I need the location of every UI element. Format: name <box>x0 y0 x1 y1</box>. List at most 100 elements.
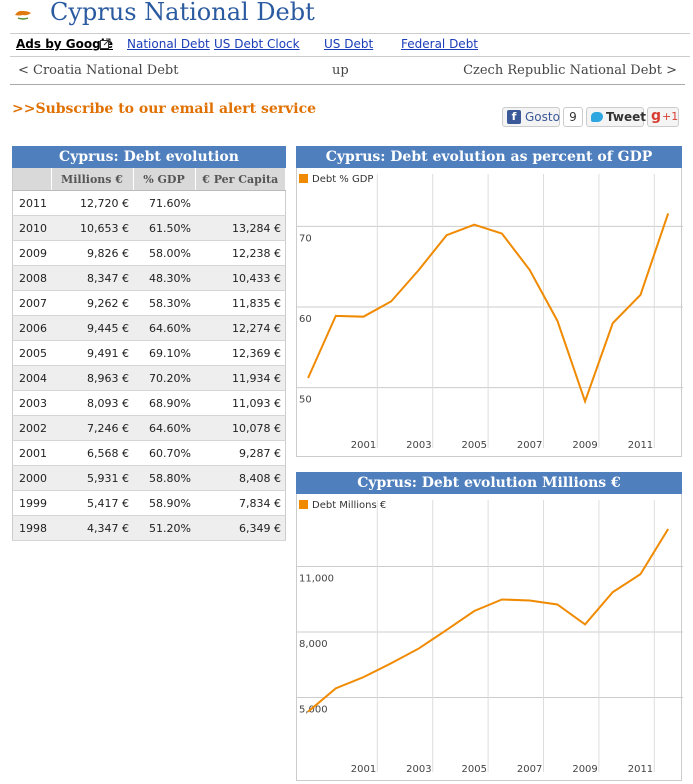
twitter-bird-icon <box>591 112 603 122</box>
facebook-icon: f <box>507 110 521 124</box>
cell-millions: 7,246 € <box>51 416 133 441</box>
cell-year: 2003 <box>13 391 52 416</box>
header-millions: Millions € <box>51 168 133 191</box>
cell-per-capita: 10,078 € <box>195 416 286 441</box>
x-tick-label: 2003 <box>406 440 431 451</box>
country-navigation: < Croatia National Debt up Czech Republi… <box>10 58 685 85</box>
cell-per-capita: 13,284 € <box>195 216 286 241</box>
cell-per-capita <box>195 191 286 216</box>
millions-chart-legend: Debt Millions € <box>299 500 386 511</box>
gdp-legend-label: Debt % GDP <box>312 174 373 185</box>
cell-year: 2002 <box>13 416 52 441</box>
external-link-icon[interactable] <box>100 38 111 49</box>
cell-millions: 9,491 € <box>51 341 133 366</box>
ad-link-national-debt[interactable]: National Debt <box>127 37 210 51</box>
table-title: Cyprus: Debt evolution <box>12 146 286 168</box>
ads-bar: Ads by Google National Debt US Debt Cloc… <box>10 33 690 57</box>
millions-chart-title: Cyprus: Debt evolution Millions € <box>296 472 682 494</box>
cell-gdp: 58.80% <box>133 466 195 491</box>
header-per-capita: € Per Capita <box>195 168 286 191</box>
header-year <box>13 168 52 191</box>
cell-millions: 9,262 € <box>51 291 133 316</box>
cell-year: 2005 <box>13 341 52 366</box>
cell-millions: 5,931 € <box>51 466 133 491</box>
cell-per-capita: 7,834 € <box>195 491 286 516</box>
cell-per-capita: 6,349 € <box>195 516 286 541</box>
cell-year: 2010 <box>13 216 52 241</box>
x-tick-label: 2009 <box>572 764 597 775</box>
ads-by-google-link[interactable]: Ads by Google <box>16 37 113 51</box>
cell-per-capita: 11,093 € <box>195 391 286 416</box>
cell-gdp: 68.90% <box>133 391 195 416</box>
x-tick-label: 2001 <box>351 440 376 451</box>
subscribe-link[interactable]: >>Subscribe to our email alert service <box>12 101 316 117</box>
cell-year: 2006 <box>13 316 52 341</box>
x-tick-label: 2011 <box>628 764 653 775</box>
cell-year: 2011 <box>13 191 52 216</box>
up-link[interactable]: up <box>332 63 349 78</box>
cell-year: 1998 <box>13 516 52 541</box>
next-country-link[interactable]: Czech Republic National Debt > <box>463 63 677 78</box>
cell-gdp: 51.20% <box>133 516 195 541</box>
cell-gdp: 60.70% <box>133 441 195 466</box>
google-plus-icon: g <box>651 108 661 124</box>
x-tick-label: 2007 <box>517 764 542 775</box>
page-header: Cyprus National Debt <box>0 0 693 30</box>
cell-millions: 5,417 € <box>51 491 133 516</box>
cell-millions: 9,445 € <box>51 316 133 341</box>
cell-gdp: 64.60% <box>133 416 195 441</box>
tweet-button[interactable]: Tweet <box>586 107 644 127</box>
ad-link-us-debt[interactable]: US Debt <box>324 37 373 51</box>
google-plus-button[interactable]: g +1 <box>647 107 679 127</box>
cell-millions: 8,347 € <box>51 266 133 291</box>
header-gdp: % GDP <box>133 168 195 191</box>
ad-link-federal-debt[interactable]: Federal Debt <box>401 37 478 51</box>
cell-per-capita: 12,238 € <box>195 241 286 266</box>
cell-year: 1999 <box>13 491 52 516</box>
y-tick-label: 70 <box>299 233 312 244</box>
x-tick-label: 2003 <box>406 764 431 775</box>
y-tick-label: 60 <box>299 314 312 325</box>
gdp-chart-panel: Cyprus: Debt evolution as percent of GDP… <box>296 146 682 457</box>
x-tick-label: 2009 <box>572 440 597 451</box>
cell-millions: 6,568 € <box>51 441 133 466</box>
y-tick-label: 11,000 <box>299 574 334 585</box>
cell-per-capita: 12,369 € <box>195 341 286 366</box>
cell-per-capita: 10,433 € <box>195 266 286 291</box>
cell-year: 2001 <box>13 441 52 466</box>
cell-per-capita: 9,287 € <box>195 441 286 466</box>
cell-millions: 8,963 € <box>51 366 133 391</box>
cell-gdp: 71.60% <box>133 191 195 216</box>
x-tick-label: 2005 <box>462 764 487 775</box>
cell-per-capita: 8,408 € <box>195 466 286 491</box>
cell-gdp: 48.30% <box>133 266 195 291</box>
ad-link-us-debt-clock[interactable]: US Debt Clock <box>214 37 300 51</box>
cell-millions: 10,653 € <box>51 216 133 241</box>
cell-millions: 9,826 € <box>51 241 133 266</box>
facebook-like-button[interactable]: f Gosto <box>502 107 560 127</box>
cell-year: 2004 <box>13 366 52 391</box>
facebook-like-count: 9 <box>563 107 583 127</box>
cell-gdp: 64.60% <box>133 316 195 341</box>
legend-swatch <box>299 500 308 509</box>
cell-per-capita: 12,274 € <box>195 316 286 341</box>
cell-millions: 8,093 € <box>51 391 133 416</box>
x-tick-label: 2005 <box>462 440 487 451</box>
cell-gdp: 70.20% <box>133 366 195 391</box>
cell-millions: 12,720 € <box>51 191 133 216</box>
cell-year: 2009 <box>13 241 52 266</box>
x-tick-label: 2001 <box>351 764 376 775</box>
prev-country-link[interactable]: < Croatia National Debt <box>18 63 178 78</box>
